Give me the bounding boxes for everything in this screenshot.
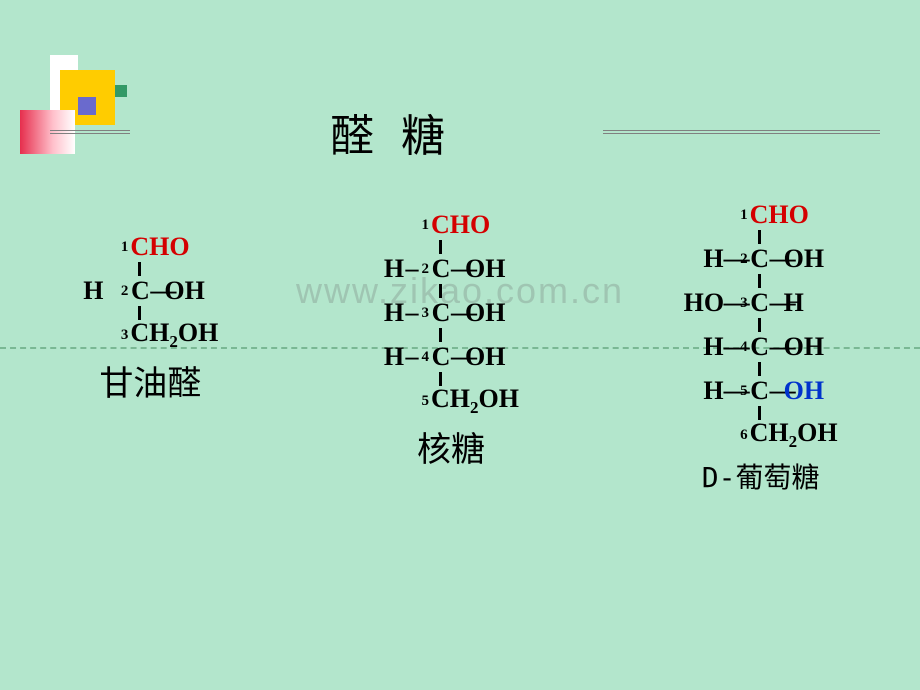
c6-num: 6 bbox=[738, 428, 748, 443]
c2-num: 2 bbox=[419, 262, 429, 277]
bond bbox=[439, 284, 442, 298]
bond bbox=[758, 274, 761, 288]
c3-num: 3 bbox=[118, 328, 128, 343]
structure-glucose: 1CHO H—2C—OH HO—3C—H H—4C—OH H—5C—OH 6CH… bbox=[684, 200, 838, 450]
bond bbox=[439, 328, 442, 342]
c3-c: C bbox=[750, 290, 770, 316]
c1-num: 1 bbox=[419, 218, 429, 233]
c2-right: OH bbox=[465, 256, 505, 282]
c4-num: 4 bbox=[738, 340, 748, 355]
bond bbox=[758, 230, 761, 244]
c2-right: OH bbox=[164, 278, 204, 304]
c1-cho: CHO bbox=[431, 212, 490, 238]
c4-right: OH bbox=[465, 344, 505, 370]
c2-c: C bbox=[431, 256, 451, 282]
c4-left: H bbox=[383, 344, 405, 370]
c5-right-blue: OH bbox=[784, 378, 824, 404]
c5-num: 5 bbox=[738, 384, 748, 399]
molecule-glyceraldehyde: 1CHO H2C—OH 3CH2OH 甘油醛 bbox=[82, 200, 218, 405]
c2-left: H bbox=[82, 278, 104, 304]
c3-right: H bbox=[784, 290, 804, 316]
c3-c: C bbox=[431, 300, 451, 326]
c2-right: OH bbox=[784, 246, 824, 272]
bond bbox=[758, 318, 761, 332]
c4-c: C bbox=[750, 334, 770, 360]
c5-left: H bbox=[684, 378, 724, 404]
c4-c: C bbox=[431, 344, 451, 370]
molecules-container: 1CHO H2C—OH 3CH2OH 甘油醛 1CHO H–2C—OH H–3C… bbox=[0, 200, 920, 496]
page-title: 醛 糖 bbox=[130, 100, 603, 164]
c2-c: C bbox=[130, 278, 150, 304]
structure-ribose: 1CHO H–2C—OH H–3C—OH H–4C—OH 5CH2OH bbox=[383, 210, 519, 416]
c1-cho: CHO bbox=[750, 202, 809, 228]
c1-num: 1 bbox=[738, 208, 748, 223]
c4-right: OH bbox=[784, 334, 824, 360]
title-underline-right bbox=[603, 130, 880, 134]
c5-ch2oh: CH2OH bbox=[431, 386, 519, 416]
c5-c: C bbox=[750, 378, 770, 404]
molecule-glucose: 1CHO H—2C—OH HO—3C—H H—4C—OH H—5C—OH 6CH… bbox=[684, 200, 838, 496]
molecule-name-ribose: 核糖 bbox=[383, 422, 519, 471]
c2-left: H bbox=[684, 246, 724, 272]
molecule-name-glucose: D-葡萄糖 bbox=[684, 456, 838, 496]
c2-left: H bbox=[383, 256, 405, 282]
c4-left: H bbox=[684, 334, 724, 360]
bond bbox=[439, 240, 442, 254]
c1-cho: CHO bbox=[130, 234, 189, 260]
title-row: 醛 糖 bbox=[50, 100, 880, 164]
c3-num: 3 bbox=[738, 296, 748, 311]
c3-left: HO bbox=[684, 290, 724, 316]
bond bbox=[758, 362, 761, 376]
c2-c: C bbox=[750, 246, 770, 272]
c2-num: 2 bbox=[738, 252, 748, 267]
c4-num: 4 bbox=[419, 350, 429, 365]
bond bbox=[138, 262, 141, 276]
c1-num: 1 bbox=[118, 240, 128, 255]
c3-num: 3 bbox=[419, 306, 429, 321]
c3-ch2oh: CH2OH bbox=[130, 320, 218, 350]
c3-left: H bbox=[383, 300, 405, 326]
c3-right: OH bbox=[465, 300, 505, 326]
structure-glyceraldehyde: 1CHO H2C—OH 3CH2OH bbox=[82, 232, 218, 350]
c6-ch2oh: CH2OH bbox=[750, 420, 838, 450]
c5-num: 5 bbox=[419, 394, 429, 409]
title-underline-left bbox=[50, 130, 130, 134]
molecule-name-glyceraldehyde: 甘油醛 bbox=[82, 356, 218, 405]
c2-num: 2 bbox=[118, 284, 128, 299]
molecule-ribose: 1CHO H–2C—OH H–3C—OH H–4C—OH 5CH2OH 核糖 bbox=[383, 200, 519, 471]
